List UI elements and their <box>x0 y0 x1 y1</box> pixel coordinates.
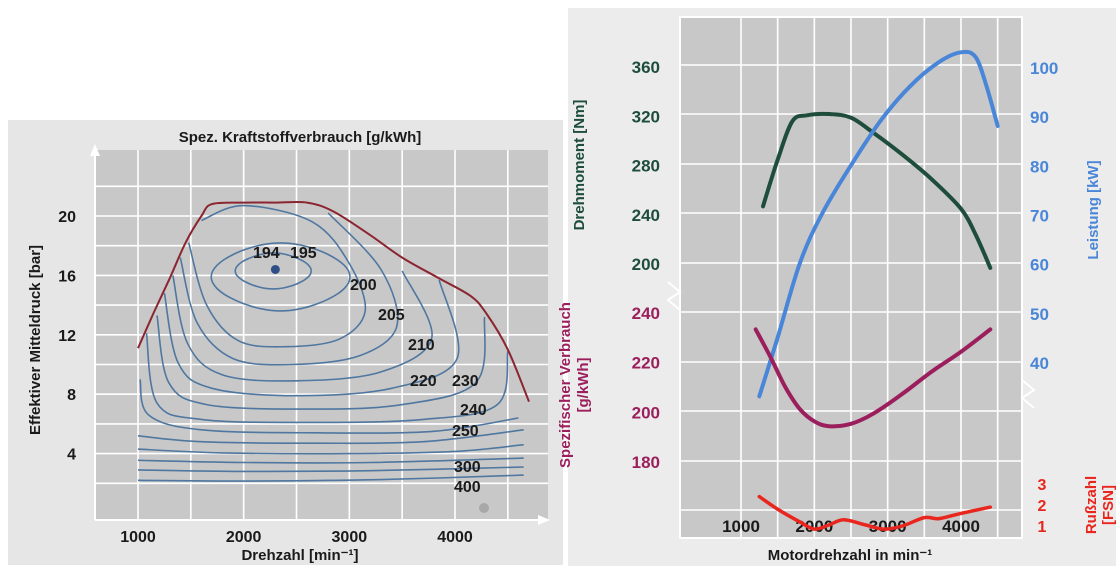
torque-tick-label: 280 <box>632 157 660 176</box>
consumption-tick-label: 180 <box>632 453 660 472</box>
engine-x-tick-label: 4000 <box>942 517 980 536</box>
bsfc-x-axis-arrow <box>538 515 550 525</box>
bsfc-y-axis-arrow <box>90 144 100 156</box>
bsfc-contour-label: 194 <box>253 245 280 262</box>
consumption-axis-label-line1: Spezifischer Verbrauch <box>557 302 574 468</box>
power-tick-label: 100 <box>1030 59 1058 78</box>
bsfc-y-tick-label: 8 <box>67 387 76 404</box>
bsfc-contour-line <box>145 333 509 424</box>
smoke-tick-label: 3 <box>1038 477 1047 494</box>
bsfc-contour-label: 205 <box>378 307 405 324</box>
bsfc-contour-label: 210 <box>408 337 435 354</box>
consumption-tick-label: 200 <box>632 403 660 422</box>
torque-tick-label: 320 <box>632 107 660 126</box>
bsfc-y-tick-label: 20 <box>58 209 76 226</box>
consumption-tick-label: 240 <box>632 304 660 323</box>
bsfc-contour-label: 400 <box>454 479 481 496</box>
bsfc-contour-line <box>179 212 399 366</box>
bsfc-contour-195 <box>210 242 351 312</box>
smoke-tick-label: 1 <box>1038 519 1047 536</box>
bsfc-contour-label: 220 <box>410 373 437 390</box>
bsfc-contour-label: 250 <box>452 423 479 440</box>
engine-plot-frame <box>679 16 1023 539</box>
smoke-axis-label-line1: Rußzahl <box>1083 476 1100 534</box>
bsfc-optimum-point <box>270 264 280 274</box>
engine-x-tick-label: 1000 <box>722 517 760 536</box>
bsfc-title: Spez. Kraftstoffverbrauch [g/kWh] <box>179 129 422 146</box>
bsfc-y-tick-label: 12 <box>58 328 76 345</box>
power-tick-label: 90 <box>1030 108 1049 127</box>
right-axis-break <box>1020 379 1036 409</box>
power-tick-label: 40 <box>1030 354 1049 373</box>
bsfc-x-axis-label: Drehzahl [min⁻¹] <box>241 547 358 564</box>
engine-characteristics-panel: 200 240 280 320 360 40 50 60 70 80 90 100 180 200 220 2… <box>557 8 1117 566</box>
left-axis-break <box>666 281 682 311</box>
torque-tick-label: 360 <box>632 58 660 77</box>
consumption-tick-label: 220 <box>632 354 660 373</box>
consumption-line <box>753 327 993 429</box>
engine-x-axis-label: Motordrehzahl in min⁻¹ <box>768 547 933 564</box>
torque-axis-label: Drehmoment [Nm] <box>571 100 588 231</box>
torque-tick-label: 200 <box>632 255 660 274</box>
torque-tick-label: 240 <box>632 206 660 225</box>
bsfc-contour-label: 195 <box>290 245 317 262</box>
bsfc-contour-line <box>187 204 367 348</box>
bsfc-x-tick-label: 3000 <box>332 529 368 546</box>
torque-line <box>761 111 993 270</box>
bsfc-contour-line <box>137 443 524 455</box>
bsfc-contour-label: 230 <box>452 373 479 390</box>
bsfc-full-load-curve <box>137 200 530 402</box>
bsfc-map-panel: Spez. Kraftstoffverbrauch [g/kWh] Effekti… <box>8 120 563 565</box>
bsfc-contour-line <box>139 379 519 434</box>
bsfc-y-tick-label: 4 <box>67 447 76 464</box>
power-tick-label: 50 <box>1030 305 1049 324</box>
consumption-axis-label-line2: [g/kWh] <box>575 358 592 413</box>
bsfc-contour-line <box>156 315 486 410</box>
bsfc-contour-label: 300 <box>454 459 481 476</box>
bsfc-y-axis-label: Effektiver Mitteldruck [bar] <box>27 245 44 435</box>
power-tick-label: 80 <box>1030 157 1049 176</box>
bsfc-x-tick-label: 1000 <box>120 529 156 546</box>
bsfc-contour-label: 240 <box>460 402 487 419</box>
bsfc-contour-line <box>172 270 433 382</box>
bsfc-contour-line <box>137 457 524 464</box>
bsfc-x-tick-label: 2000 <box>226 529 262 546</box>
engine-x-tick-label: 3000 <box>869 517 907 536</box>
power-line <box>757 49 1000 399</box>
bsfc-contour-line <box>137 474 524 482</box>
power-tick-label: 60 <box>1030 256 1049 275</box>
bsfc-y-tick-label: 16 <box>58 268 76 285</box>
bsfc-contour-line <box>137 466 524 473</box>
power-axis-label: Leistung [kW] <box>1085 160 1102 259</box>
smoke-axis-label-line2: [FSN] <box>1100 485 1117 525</box>
bsfc-marker-dot <box>479 503 489 513</box>
bsfc-x-tick-label: 4000 <box>437 529 473 546</box>
bsfc-contour-line <box>137 429 524 445</box>
power-tick-label: 70 <box>1030 207 1049 226</box>
bsfc-contour-line <box>163 279 460 397</box>
smoke-line <box>757 494 993 531</box>
smoke-tick-label: 2 <box>1038 498 1047 515</box>
engine-x-tick-label: 2000 <box>795 517 833 536</box>
bsfc-contour-194 <box>234 252 313 290</box>
bsfc-contour-label: 200 <box>350 277 377 294</box>
